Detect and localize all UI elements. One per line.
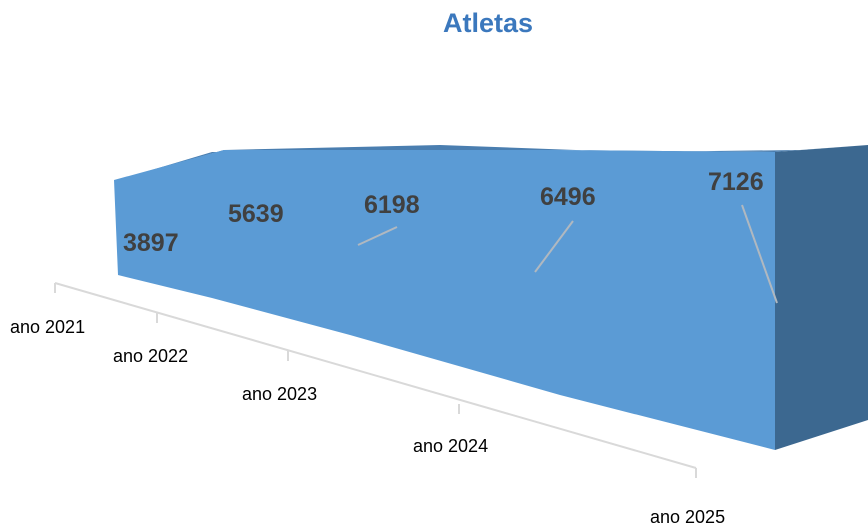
x-tick-labels: ano 2021 ano 2022 ano 2023 ano 2024 ano 2025 <box>10 317 725 527</box>
x-axis <box>54 282 697 478</box>
x-tick-label: ano 2021 <box>10 317 85 337</box>
area-front-face <box>114 150 775 450</box>
data-labels: 3897 5639 6198 6496 7126 <box>123 168 764 257</box>
data-label: 6496 <box>540 183 596 211</box>
data-label: 6198 <box>364 191 420 219</box>
x-tick-label: ano 2022 <box>113 346 188 366</box>
x-axis-line <box>54 282 697 469</box>
area-side-face <box>775 145 868 450</box>
data-label-leaders <box>357 204 778 304</box>
chart-title: Atletas <box>442 8 534 38</box>
data-label: 3897 <box>123 229 179 257</box>
area-series <box>114 145 868 450</box>
data-label: 7126 <box>708 168 764 196</box>
x-tick-label: ano 2024 <box>413 436 488 456</box>
data-label-leader <box>357 226 398 246</box>
data-label-leader <box>534 220 574 273</box>
x-tick-label: ano 2023 <box>242 384 317 404</box>
x-tick-label: ano 2025 <box>650 507 725 527</box>
data-label-leader <box>741 204 778 304</box>
data-label: 5639 <box>228 200 284 228</box>
